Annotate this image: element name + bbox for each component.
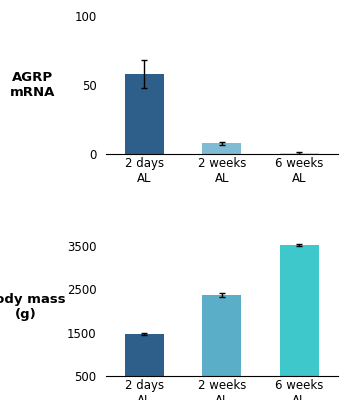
Bar [280,153,319,154]
Bar [202,143,241,154]
Y-axis label: Body mass
(g): Body mass (g) [0,293,65,321]
Y-axis label: AGRP
mRNA: AGRP mRNA [10,71,55,99]
Bar [125,74,164,154]
Bar [202,295,241,398]
Bar [280,245,319,398]
Bar [125,334,164,398]
